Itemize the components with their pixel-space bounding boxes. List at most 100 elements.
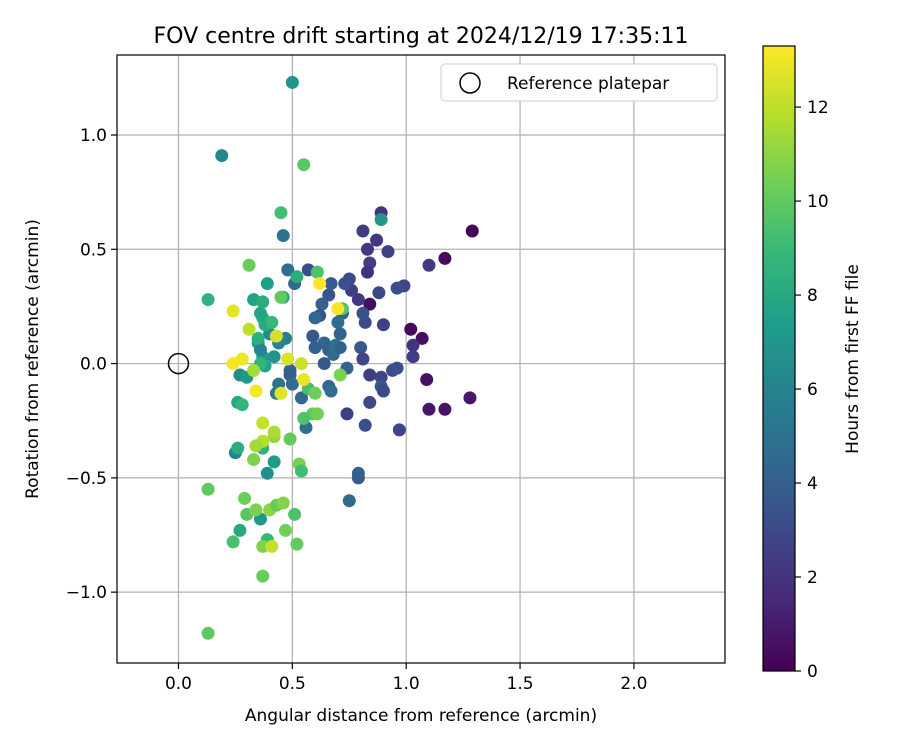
data-point-153: [274, 386, 288, 400]
data-point-32: [363, 368, 377, 382]
data-point-49: [315, 297, 329, 311]
x-axis-label: Angular distance from reference (arcmin): [245, 706, 597, 726]
legend-marker-reference-platepar: [459, 72, 481, 94]
data-point-19: [360, 265, 374, 279]
data-point-62: [317, 357, 331, 371]
data-point-26: [351, 293, 365, 307]
x-tick-label-0: 0.0: [165, 674, 192, 694]
data-point-7: [463, 391, 477, 405]
reference-point-marker: [167, 352, 190, 375]
data-point-61: [333, 341, 347, 355]
y-tick-label-2: 0.0: [80, 355, 107, 375]
data-point-144: [249, 439, 263, 453]
colorbar-tick-label-4: 8: [807, 286, 818, 306]
data-point-15: [370, 233, 384, 247]
colorbar: 0 2 4 6 8 10 12 Hours from first FF file: [762, 45, 863, 682]
data-point-121: [283, 432, 297, 446]
data-point-47: [322, 288, 336, 302]
data-point-145: [242, 322, 256, 336]
data-point-105: [231, 441, 245, 455]
data-point-91: [260, 277, 274, 291]
data-point-136: [256, 539, 270, 553]
data-point-98: [251, 331, 265, 345]
data-point-157: [331, 302, 345, 316]
y-tick-label-3: 0.5: [80, 240, 107, 260]
data-point-45: [331, 315, 345, 329]
data-point-74: [285, 75, 299, 89]
data-point-107: [233, 523, 247, 537]
colorbar-tick-label-3: 6: [807, 380, 818, 400]
data-point-25: [356, 306, 370, 320]
colorbar-gradient: [762, 45, 796, 672]
data-point-38: [363, 395, 377, 409]
data-point-139: [265, 539, 279, 553]
data-point-48: [324, 277, 338, 291]
y-tick-label-1: −0.5: [66, 469, 107, 489]
data-point-133: [279, 523, 293, 537]
colorbar-label: Hours from first FF file: [843, 264, 863, 454]
data-point-111: [242, 258, 256, 272]
x-ticks: 0.0 0.5 1.0 1.5 2.0: [165, 663, 647, 694]
data-point-88: [267, 455, 281, 469]
colorbar-tick-label-0: 0: [807, 662, 818, 682]
y-tick-label-0: −1.0: [66, 583, 107, 603]
data-point-14: [356, 224, 370, 238]
data-point-116: [308, 386, 322, 400]
x-tick-label-1: 0.5: [279, 674, 306, 694]
data-point-125: [201, 482, 215, 496]
data-point-35: [390, 361, 404, 375]
data-point-70: [285, 377, 299, 391]
data-point-6: [438, 402, 452, 416]
data-point-154: [249, 384, 263, 398]
data-point-143: [256, 416, 270, 430]
data-point-39: [340, 407, 354, 421]
data-point-149: [294, 357, 308, 371]
legend-label-reference-platepar: Reference platepar: [507, 74, 669, 94]
data-point-126: [238, 491, 252, 505]
colorbar-ticks: 0 2 4 6 8 10 12: [795, 98, 829, 682]
legend: Reference platepar: [440, 63, 718, 102]
data-point-43: [342, 494, 356, 508]
data-point-75: [215, 149, 229, 163]
data-point-31: [356, 352, 370, 366]
x-tick-label-2: 1.0: [393, 674, 420, 694]
data-point-17: [360, 242, 374, 256]
data-point-4: [420, 373, 434, 387]
data-point-119: [310, 407, 324, 421]
data-point-146: [269, 329, 283, 343]
grid-lines: [117, 55, 725, 663]
data-point-42: [351, 471, 365, 485]
colorbar-tick-label-5: 10: [807, 192, 829, 212]
data-point-64: [324, 384, 338, 398]
data-point-21: [390, 281, 404, 295]
data-point-3: [415, 331, 429, 345]
data-point-147: [226, 304, 240, 318]
data-point-54: [281, 263, 295, 277]
data-point-0: [465, 224, 479, 238]
data-point-97: [265, 315, 279, 329]
data-point-16: [381, 245, 395, 259]
data-point-113: [274, 290, 288, 304]
data-point-101: [256, 295, 270, 309]
colorbar-tick-label-1: 2: [807, 568, 818, 588]
data-point-10: [406, 338, 420, 352]
data-point-67: [294, 391, 308, 405]
data-point-102: [201, 293, 215, 307]
data-point-12: [392, 423, 406, 437]
data-point-22: [372, 286, 386, 300]
data-point-83: [253, 343, 267, 357]
data-point-8: [363, 297, 377, 311]
data-point-109: [274, 206, 288, 220]
data-point-30: [354, 341, 368, 355]
data-point-141: [267, 425, 281, 439]
data-point-29: [338, 277, 352, 291]
data-point-138: [201, 626, 215, 640]
data-point-33: [374, 370, 388, 384]
data-point-1: [438, 251, 452, 265]
colorbar-tick-label-2: 4: [807, 474, 818, 494]
data-point-5: [422, 402, 436, 416]
x-tick-label-4: 2.0: [620, 674, 647, 694]
legend-box: [440, 63, 718, 102]
data-point-155: [226, 357, 240, 371]
